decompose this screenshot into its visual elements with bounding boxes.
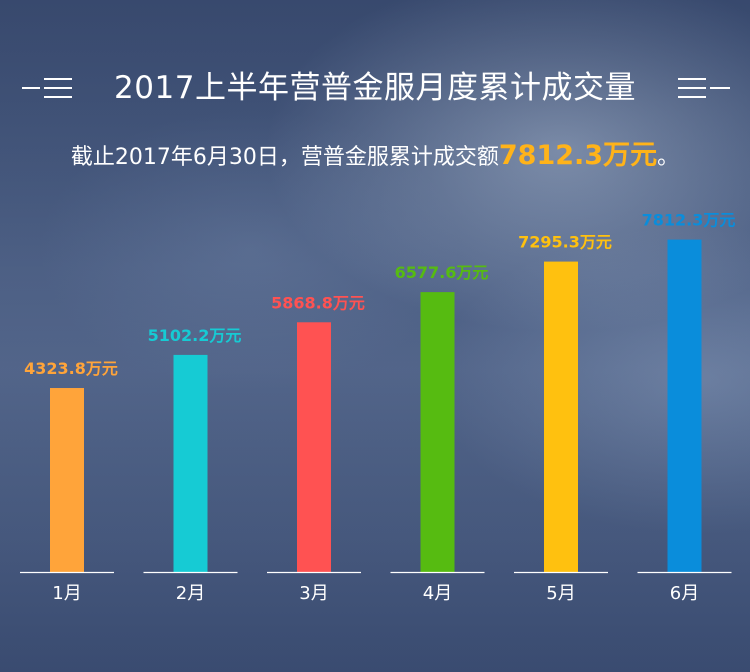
bar-6 — [667, 239, 702, 572]
data-label-5: 7295.3万元 — [518, 233, 612, 252]
x-tick-label-3: 3月 — [299, 583, 328, 604]
data-label-6: 7812.3万元 — [642, 211, 736, 230]
x-tick-label-6: 6月 — [670, 583, 699, 604]
subtitle-suffix: 。 — [657, 145, 680, 170]
data-label-2: 5102.2万元 — [148, 326, 242, 345]
x-tick-label-4: 4月 — [423, 583, 452, 604]
title-row: 2017上半年营普金服月度累计成交量 — [0, 66, 750, 110]
data-label-1: 4323.8万元 — [24, 359, 118, 378]
data-label-3: 5868.8万元 — [271, 293, 365, 312]
title-left-decoration-icon — [22, 78, 72, 98]
bar-1 — [50, 388, 84, 572]
bar-3 — [297, 322, 331, 572]
x-tick-label-2: 2月 — [176, 583, 205, 604]
bar-2 — [173, 354, 208, 572]
x-tick-label-5: 5月 — [546, 583, 575, 604]
data-label-4: 6577.6万元 — [395, 263, 489, 282]
subtitle-prefix: 截止2017年6月30日，营普金服累计成交额 — [70, 145, 499, 170]
x-tick-label-1: 1月 — [52, 583, 81, 604]
title-right-decoration-icon — [678, 78, 730, 98]
chart-title: 2017上半年营普金服月度累计成交量 — [114, 70, 636, 106]
chart-subtitle: 截止2017年6月30日，营普金服累计成交额7812.3万元。 — [0, 136, 750, 178]
subtitle-highlight-total: 7812.3万元 — [498, 140, 658, 171]
bar-4 — [420, 292, 455, 572]
bar-5 — [544, 261, 578, 572]
